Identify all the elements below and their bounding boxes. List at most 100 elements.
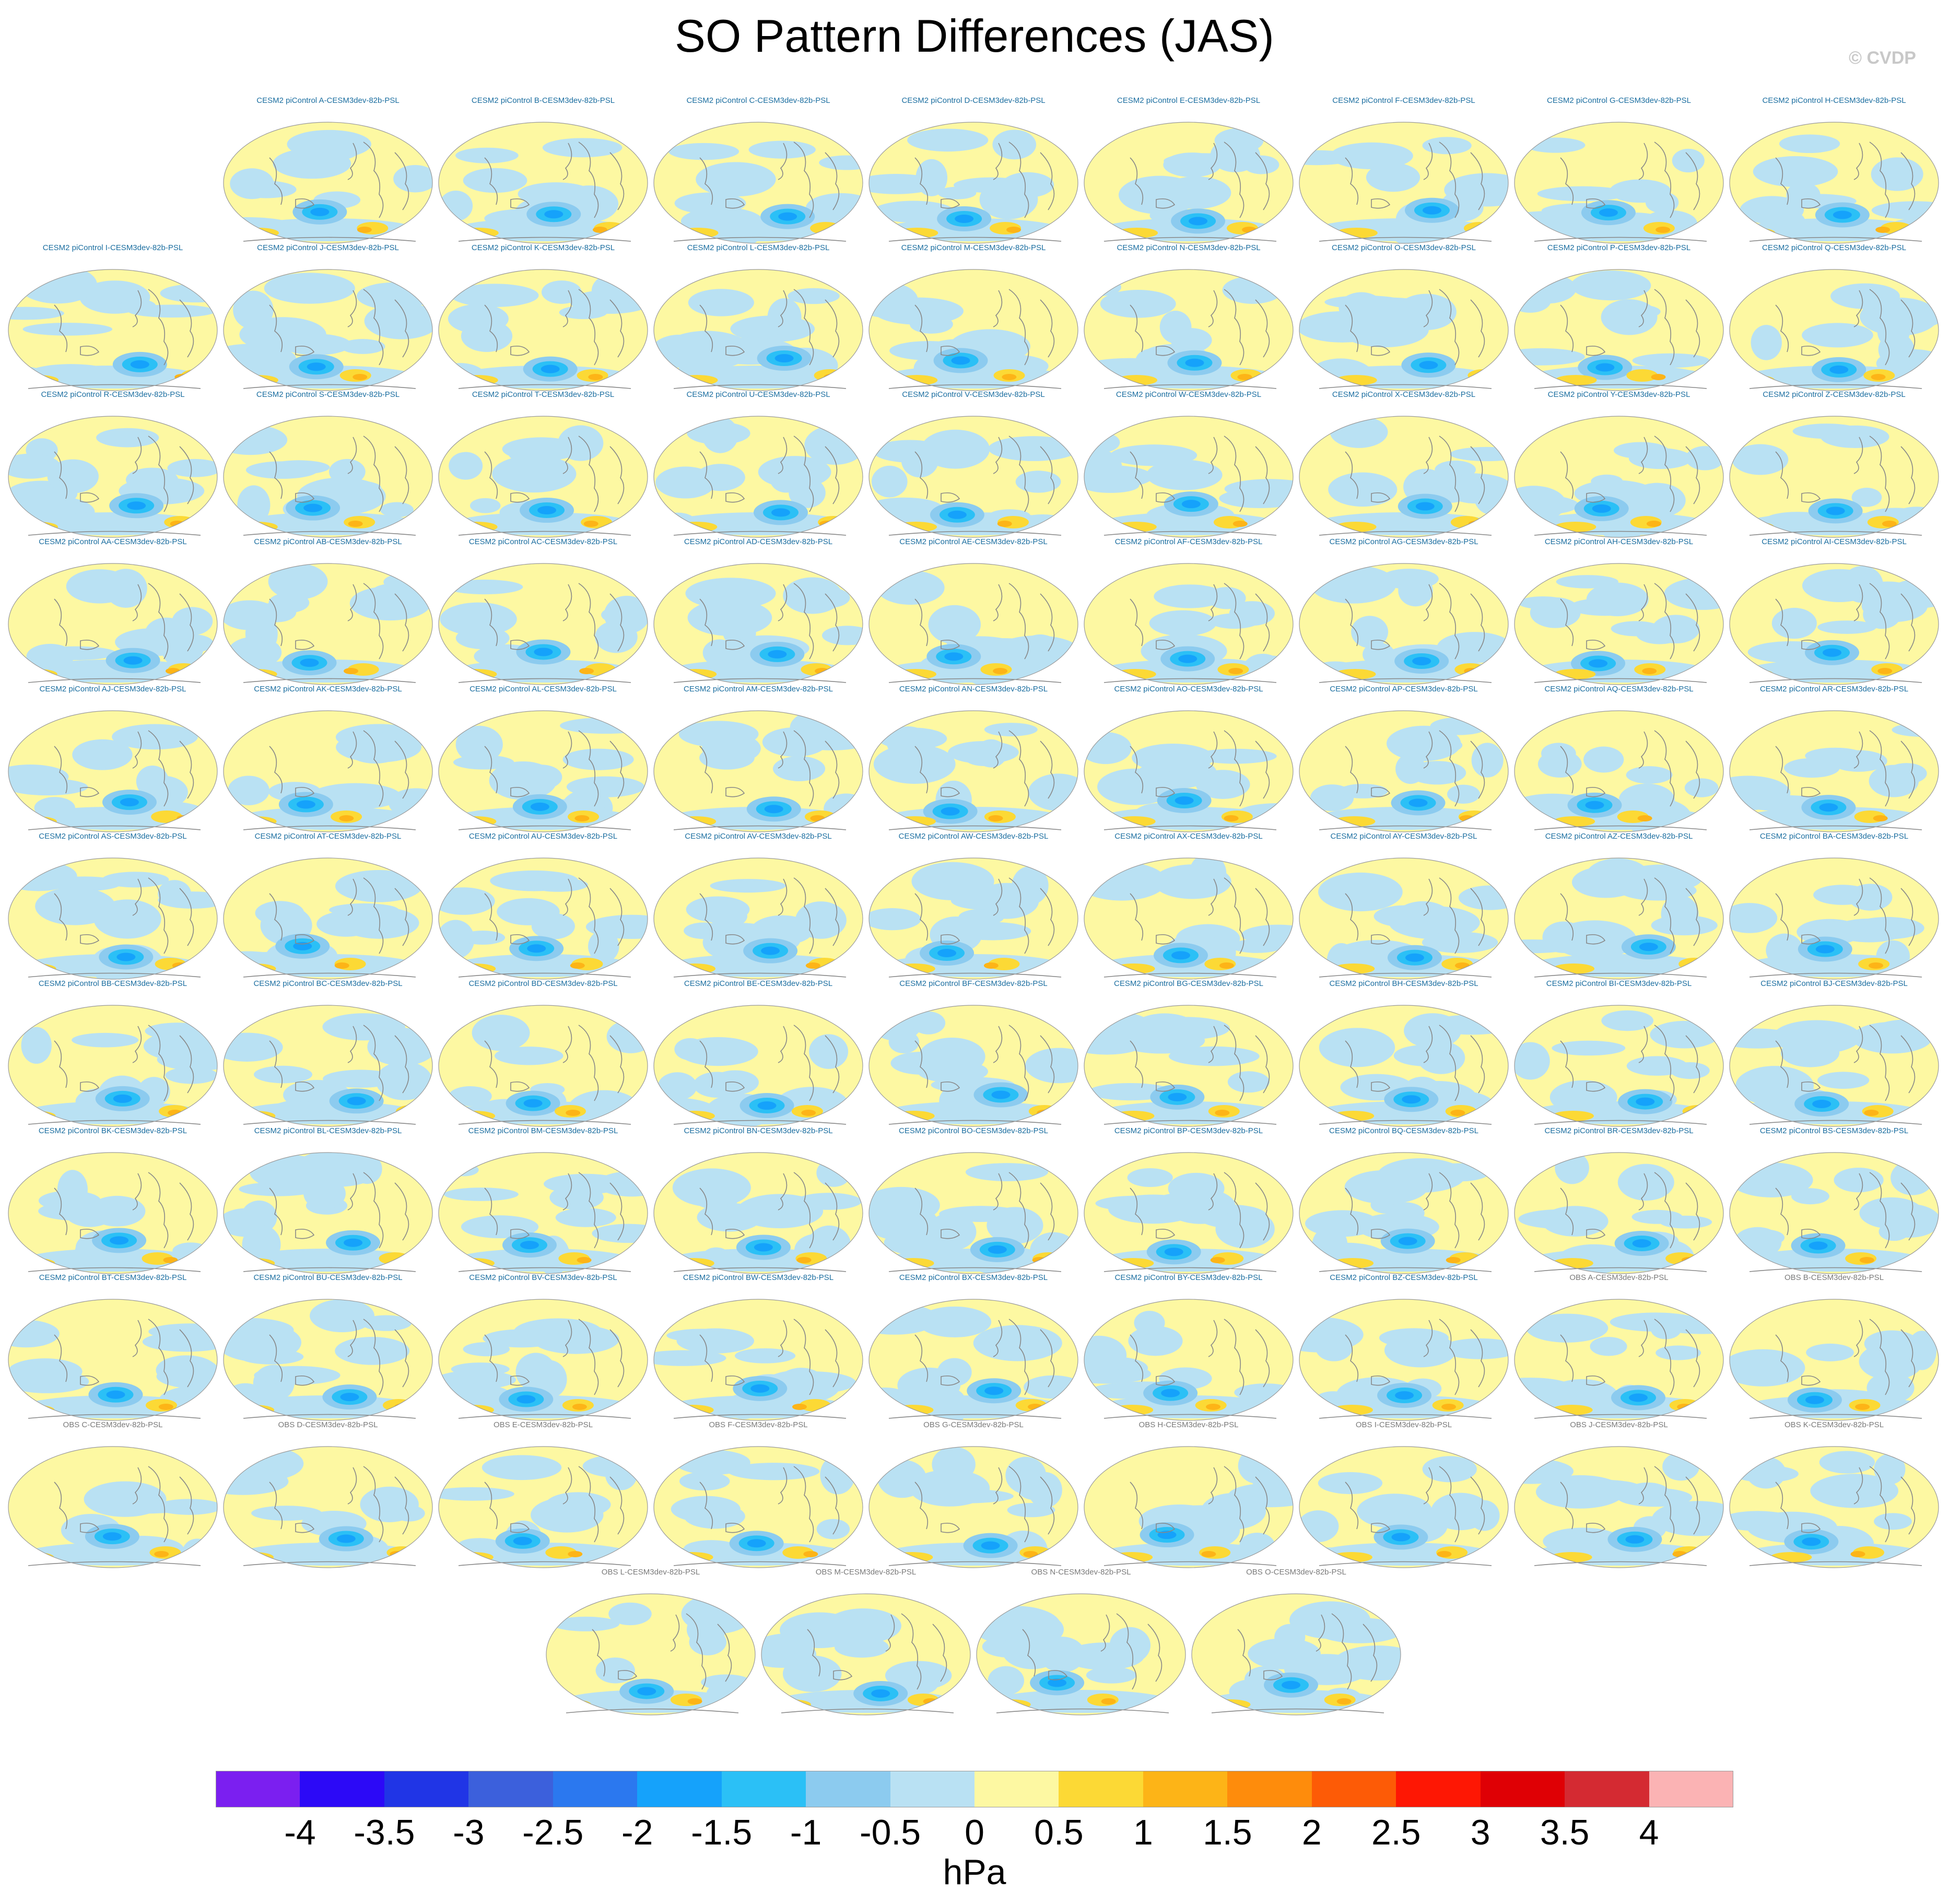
positive-anomaly-outer: [451, 1552, 494, 1562]
negative-anomaly-patch: [1015, 471, 1061, 493]
coastline: [914, 304, 929, 352]
map-border: [1514, 1446, 1724, 1568]
negative-center-core: [1629, 1393, 1648, 1402]
coastline: [778, 143, 788, 180]
negative-center-core: [1419, 361, 1438, 370]
coastline: [1103, 825, 1277, 830]
negative-anomaly-patch: [245, 461, 319, 479]
colorbar-box: [1480, 1771, 1565, 1807]
panel-title: CESM2 piControl P-CESM3dev-82b-PSL: [1547, 243, 1691, 252]
panel-map: [223, 416, 433, 538]
positive-anomaly-core: [1446, 1257, 1461, 1263]
map-border: [438, 1299, 648, 1421]
map-border: [1299, 1299, 1509, 1421]
coastline: [941, 786, 960, 797]
negative-anomaly-patch: [1319, 1028, 1395, 1067]
negative-center-core: [944, 652, 964, 661]
map-border: [1299, 269, 1509, 391]
negative-anomaly-patch: [688, 289, 754, 316]
coastline: [1224, 436, 1244, 512]
negative-anomaly-patch: [1570, 1084, 1601, 1098]
coastline: [1255, 1035, 1270, 1094]
negative-anomaly-patch: [303, 1177, 346, 1210]
panel-map: [1299, 857, 1509, 980]
positive-anomaly-core: [988, 815, 1003, 821]
panel-map: [546, 1593, 756, 1715]
negative-anomaly-patch: [8, 765, 69, 789]
panel-map: [1084, 710, 1294, 832]
coastline: [363, 289, 384, 366]
positive-anomaly-core: [568, 1551, 583, 1557]
negative-center-core: [1405, 953, 1424, 962]
panel-map-container: [1729, 1298, 1940, 1424]
coastline: [1130, 1482, 1144, 1530]
southern-ocean-band: [454, 1249, 632, 1272]
coastline: [1319, 384, 1492, 389]
panel-map: [1729, 710, 1939, 832]
panel-map-container: [1298, 1445, 1509, 1571]
colorbar-box: [553, 1771, 638, 1807]
coastline: [1040, 1476, 1055, 1535]
colorbar-tick-label: 2: [1301, 1813, 1322, 1852]
coastline: [1900, 446, 1916, 504]
negative-anomaly-patch: [1393, 901, 1452, 936]
positive-anomaly-core: [810, 815, 825, 821]
coastline: [1008, 1172, 1029, 1249]
positive-anomaly-core: [348, 521, 363, 527]
coastline: [1156, 1522, 1176, 1533]
coastline: [179, 888, 194, 946]
coastline: [914, 1040, 929, 1088]
panel-map-container: [868, 562, 1079, 688]
negative-anomaly-patch: [47, 459, 99, 493]
panel-map-container: [7, 562, 218, 688]
negative-anomaly-patch: [447, 603, 504, 633]
positive-anomaly-outer: [234, 816, 277, 827]
map-border: [1299, 857, 1509, 980]
colorbar-tick-label: -3.5: [354, 1813, 415, 1852]
coastline: [1008, 1466, 1029, 1543]
map-border: [223, 1005, 433, 1127]
negative-anomaly-patch: [898, 1674, 938, 1695]
negative-anomaly-patch: [72, 1032, 139, 1048]
coastline: [1534, 972, 1707, 978]
map-border: [1514, 269, 1724, 391]
coastline: [1103, 1561, 1277, 1566]
coastline: [725, 934, 745, 945]
panel-title: CESM2 piControl G-CESM3dev-82b-PSL: [1547, 96, 1691, 105]
negative-anomaly-patch: [1379, 1328, 1449, 1348]
panel-map-container: [438, 1298, 649, 1424]
coastline: [295, 1522, 315, 1533]
coastline: [1100, 1614, 1110, 1652]
coastline: [484, 304, 498, 352]
panel-map-container: [653, 1151, 864, 1277]
negative-anomaly-patch: [253, 1065, 313, 1084]
colorbar-tick-label: 0.5: [1034, 1813, 1084, 1852]
panel-title: OBS D-CESM3dev-82b-PSL: [278, 1420, 378, 1429]
positive-anomaly-core: [1873, 815, 1888, 821]
negative-center-core: [113, 1094, 132, 1103]
panel-map-container: [1083, 857, 1294, 983]
positive-anomaly-core: [574, 815, 590, 821]
coastline: [1470, 593, 1485, 652]
negative-anomaly-patch: [380, 502, 414, 518]
positive-anomaly-core: [570, 962, 585, 969]
coastline: [1853, 878, 1863, 916]
negative-anomaly-patch: [965, 1163, 1049, 1181]
coastline: [1130, 157, 1144, 205]
negative-anomaly-patch: [988, 436, 1078, 461]
coastline: [295, 198, 315, 209]
coastline: [179, 299, 194, 358]
negative-anomaly-patch: [455, 147, 519, 163]
coastline: [725, 198, 745, 209]
coastline: [1801, 786, 1821, 797]
positive-anomaly-outer: [456, 228, 499, 238]
negative-center-core: [541, 365, 560, 373]
panel-map: [868, 1446, 1078, 1568]
coastline: [363, 1319, 384, 1395]
positive-anomaly-outer: [13, 1258, 55, 1268]
southern-ocean-band: [992, 1690, 1170, 1713]
panel-map: [1084, 1005, 1294, 1127]
positive-anomaly-core: [403, 1110, 418, 1116]
negative-anomaly-patch: [1662, 1452, 1700, 1481]
coastline: [932, 1624, 947, 1682]
